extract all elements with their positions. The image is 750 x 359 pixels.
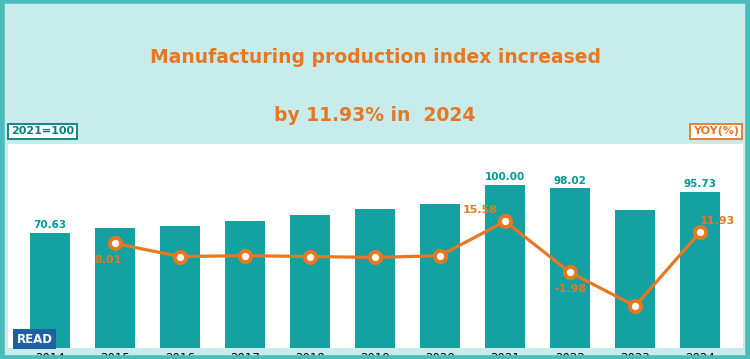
Text: READ: READ bbox=[16, 333, 53, 346]
Point bbox=[109, 241, 121, 246]
Point bbox=[304, 254, 316, 260]
Point bbox=[564, 270, 576, 275]
Text: Manufacturing production index increased: Manufacturing production index increased bbox=[149, 48, 601, 67]
Text: 15.58: 15.58 bbox=[463, 205, 497, 215]
Text: 70.63: 70.63 bbox=[33, 220, 66, 230]
Point bbox=[434, 253, 446, 258]
Bar bbox=[29, 233, 70, 348]
Point bbox=[239, 253, 251, 258]
Bar bbox=[420, 204, 460, 348]
Bar bbox=[550, 188, 590, 348]
Text: 95.73: 95.73 bbox=[684, 179, 717, 189]
Bar bbox=[160, 226, 200, 348]
Text: 8.01: 8.01 bbox=[94, 255, 122, 265]
Bar bbox=[94, 228, 135, 348]
Point bbox=[174, 254, 186, 260]
Bar bbox=[680, 192, 721, 348]
Text: by 11.93% in  2024: by 11.93% in 2024 bbox=[274, 106, 476, 125]
Bar bbox=[485, 185, 525, 348]
Point bbox=[369, 255, 381, 260]
Point bbox=[499, 219, 511, 224]
Point bbox=[629, 303, 641, 309]
Bar bbox=[290, 215, 330, 348]
Text: 98.02: 98.02 bbox=[554, 176, 586, 186]
Text: 2021=100: 2021=100 bbox=[11, 126, 74, 136]
Text: 11.93: 11.93 bbox=[699, 216, 734, 226]
Text: 100.00: 100.00 bbox=[485, 172, 525, 182]
Text: YOY(%): YOY(%) bbox=[693, 126, 739, 136]
Bar bbox=[225, 221, 265, 348]
Bar bbox=[355, 209, 395, 348]
Point bbox=[694, 229, 706, 235]
Text: -1.98: -1.98 bbox=[554, 284, 586, 294]
Bar bbox=[615, 210, 656, 348]
